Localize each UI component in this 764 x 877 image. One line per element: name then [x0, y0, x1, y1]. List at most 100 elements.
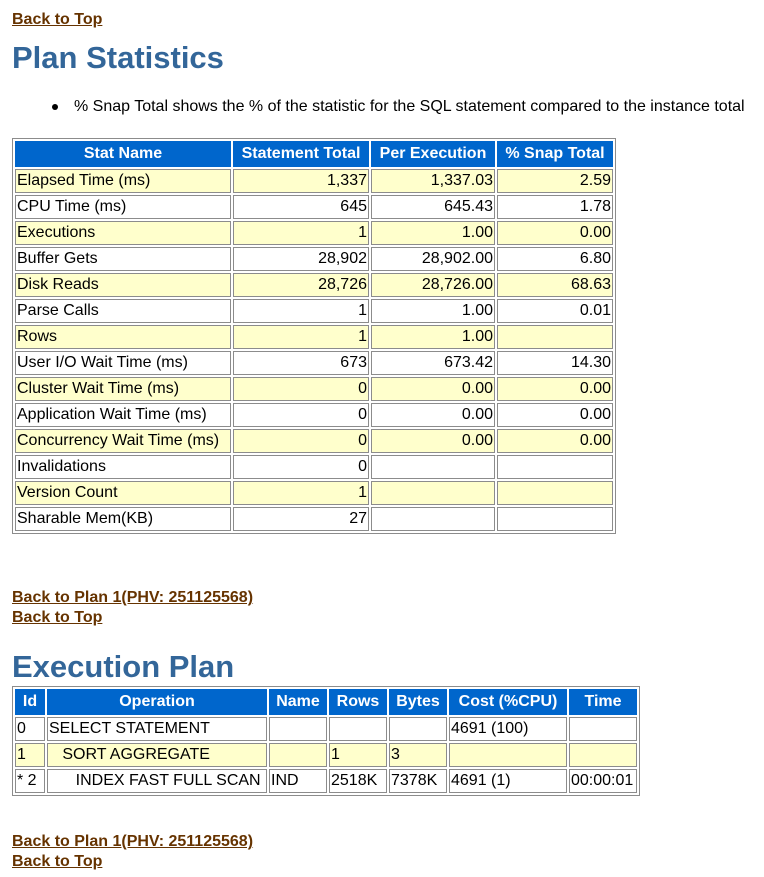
table-cell: 3 [389, 743, 447, 767]
table-cell: 6.80 [497, 247, 613, 271]
table-cell: 0.00 [497, 429, 613, 453]
table-row: Version Count 1 [15, 481, 613, 505]
table-cell: Parse Calls [15, 299, 231, 323]
table-row: Elapsed Time (ms) 1,337 1,337.03 2.59 [15, 169, 613, 193]
table-cell: 28,902.00 [371, 247, 495, 271]
table-cell [269, 743, 327, 767]
col-stat-name: Stat Name [15, 141, 231, 167]
bullet-icon [52, 104, 58, 110]
table-cell: Cluster Wait Time (ms) [15, 377, 231, 401]
table-cell: Buffer Gets [15, 247, 231, 271]
table-cell: 68.63 [497, 273, 613, 297]
table-cell: 673 [233, 351, 369, 375]
col-operation: Operation [47, 689, 267, 715]
table-cell: 1 [329, 743, 387, 767]
table-cell: Application Wait Time (ms) [15, 403, 231, 427]
plan-statistics-table: Stat Name Statement Total Per Execution … [12, 138, 616, 534]
table-cell: 28,902 [233, 247, 369, 271]
back-to-top-link-3[interactable]: Back to Top [12, 853, 103, 870]
table-cell: 0.00 [497, 221, 613, 245]
col-per-execution: Per Execution [371, 141, 495, 167]
table-cell: 1.78 [497, 195, 613, 219]
table-cell: 0.01 [497, 299, 613, 323]
table-cell: IND [269, 769, 327, 793]
table-cell: 1 [233, 299, 369, 323]
col-rows: Rows [329, 689, 387, 715]
back-to-top-link-1[interactable]: Back to Top [12, 11, 103, 28]
back-to-top-link-2[interactable]: Back to Top [12, 609, 103, 626]
table-cell: 1.00 [371, 299, 495, 323]
back-to-plan-link-2[interactable]: Back to Plan 1(PHV: 251125568) [12, 833, 254, 850]
table-cell: 0.00 [371, 377, 495, 401]
table-row: Sharable Mem(KB) 27 [15, 507, 613, 531]
table-cell: 1.00 [371, 325, 495, 349]
table-cell [497, 507, 613, 531]
col-name: Name [269, 689, 327, 715]
table-cell: 0 [233, 377, 369, 401]
table-cell [269, 717, 327, 741]
table-cell: 4691 (1) [449, 769, 567, 793]
table-header-row: Id Operation Name Rows Bytes Cost (%CPU)… [15, 689, 637, 715]
col-cost: Cost (%CPU) [449, 689, 567, 715]
table-cell [371, 455, 495, 479]
plan-statistics-title: Plan Statistics [12, 40, 224, 75]
table-row: Rows 1 1.00 [15, 325, 613, 349]
table-row: Disk Reads 28,726 28,726.00 68.63 [15, 273, 613, 297]
table-cell: 2.59 [497, 169, 613, 193]
table-cell: 00:00:01 [569, 769, 637, 793]
table-cell [329, 717, 387, 741]
execution-plan-title: Execution Plan [12, 649, 235, 684]
table-cell: 7378K [389, 769, 447, 793]
table-row: Parse Calls 1 1.00 0.01 [15, 299, 613, 323]
table-cell: Executions [15, 221, 231, 245]
table-cell: 0 [233, 403, 369, 427]
table-cell: 28,726.00 [371, 273, 495, 297]
table-cell: 645.43 [371, 195, 495, 219]
back-to-plan-link-1[interactable]: Back to Plan 1(PHV: 251125568) [12, 589, 254, 606]
table-cell: 1.00 [371, 221, 495, 245]
table-cell: 28,726 [233, 273, 369, 297]
table-cell: Invalidations [15, 455, 231, 479]
table-cell: CPU Time (ms) [15, 195, 231, 219]
table-cell [371, 481, 495, 505]
table-cell: 0.00 [497, 377, 613, 401]
table-cell: 0.00 [371, 429, 495, 453]
table-cell: 1 [233, 221, 369, 245]
table-cell: 0 [233, 455, 369, 479]
table-cell: 14.30 [497, 351, 613, 375]
table-cell: 1 [233, 481, 369, 505]
table-cell: 1,337 [233, 169, 369, 193]
table-cell [389, 717, 447, 741]
table-cell: 1 [15, 743, 45, 767]
table-cell: 0 [233, 429, 369, 453]
col-statement-total: Statement Total [233, 141, 369, 167]
table-row: Concurrency Wait Time (ms) 0 0.00 0.00 [15, 429, 613, 453]
table-cell: 27 [233, 507, 369, 531]
table-cell [569, 717, 637, 741]
table-cell [497, 481, 613, 505]
table-cell: User I/O Wait Time (ms) [15, 351, 231, 375]
table-row: Invalidations 0 [15, 455, 613, 479]
table-cell: INDEX FAST FULL SCAN [47, 769, 267, 793]
snap-total-note-text: % Snap Total shows the % of the statisti… [74, 98, 745, 115]
table-row: Application Wait Time (ms) 0 0.00 0.00 [15, 403, 613, 427]
table-cell: Version Count [15, 481, 231, 505]
table-row: Cluster Wait Time (ms) 0 0.00 0.00 [15, 377, 613, 401]
table-cell [497, 455, 613, 479]
table-cell: SORT AGGREGATE [47, 743, 267, 767]
table-cell: 0 [15, 717, 45, 741]
table-row: User I/O Wait Time (ms) 673 673.42 14.30 [15, 351, 613, 375]
table-cell: 2518K [329, 769, 387, 793]
col-snap-total: % Snap Total [497, 141, 613, 167]
table-row: 0 SELECT STATEMENT 4691 (100) [15, 717, 637, 741]
table-cell: SELECT STATEMENT [47, 717, 267, 741]
table-cell [371, 507, 495, 531]
table-cell: 4691 (100) [449, 717, 567, 741]
table-cell: Disk Reads [15, 273, 231, 297]
table-cell: 0.00 [497, 403, 613, 427]
col-id: Id [15, 689, 45, 715]
table-row: Buffer Gets 28,902 28,902.00 6.80 [15, 247, 613, 271]
table-cell: Rows [15, 325, 231, 349]
col-time: Time [569, 689, 637, 715]
table-cell: 1,337.03 [371, 169, 495, 193]
